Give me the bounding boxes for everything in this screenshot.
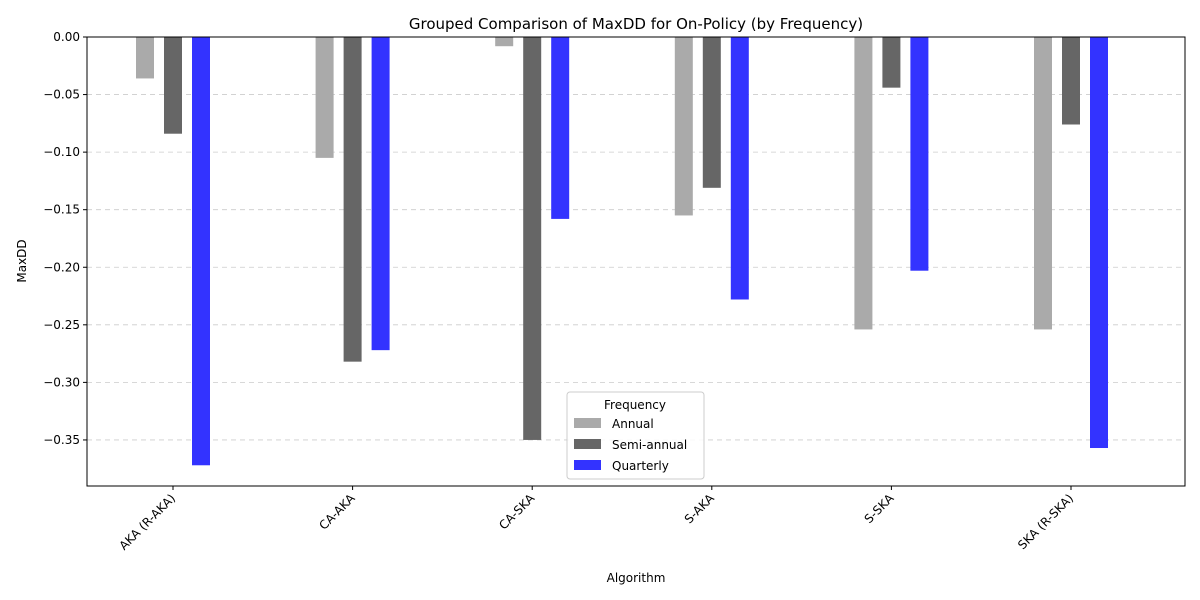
bars: [136, 37, 1108, 466]
bar-semi-annual: [523, 37, 542, 440]
x-tick-label: CA-AKA: [316, 491, 358, 533]
bar-semi-annual: [343, 37, 362, 362]
bar-annual: [1034, 37, 1052, 330]
y-tick-label: −0.10: [43, 145, 80, 159]
x-axis-label: Algorithm: [607, 571, 666, 585]
bar-annual: [674, 37, 693, 216]
legend-swatch: [574, 418, 601, 428]
x-tick-label: SKA (R-SKA): [1015, 491, 1076, 552]
bar-quarterly: [1090, 37, 1108, 449]
x-tick-label: S-SKA: [862, 491, 898, 527]
legend-swatch: [574, 460, 601, 470]
bar-quarterly: [371, 37, 390, 351]
bar-annual: [136, 37, 154, 79]
x-axis-ticks: AKA (R-AKA) CA-AKA CA-SKA S-AKA S-SKA SKA (R-…: [116, 486, 1076, 553]
y-tick-label: −0.25: [43, 318, 80, 332]
y-tick-label: −0.15: [43, 203, 80, 217]
y-axis-label: MaxDD: [15, 239, 29, 282]
bar-quarterly: [551, 37, 570, 219]
bar-semi-annual: [1062, 37, 1080, 125]
legend-entry: Quarterly: [612, 459, 669, 473]
y-axis-ticks: 0.00 −0.05 −0.10 −0.15 −0.20 −0.25 −0.30 −0.35: [43, 30, 87, 447]
plot-frame: [86, 36, 1186, 487]
legend-title: Frequency: [604, 398, 666, 412]
legend-entry: Semi-annual: [612, 438, 687, 452]
bar-semi-annual: [702, 37, 721, 188]
legend-entry: Annual: [612, 417, 654, 431]
x-tick-label: S-AKA: [682, 491, 718, 527]
bar-quarterly: [730, 37, 749, 300]
x-tick-label: CA-SKA: [496, 491, 538, 533]
y-tick-label: −0.35: [43, 433, 80, 447]
bar-annual: [495, 37, 514, 47]
bar-semi-annual: [164, 37, 182, 134]
bar-quarterly: [910, 37, 929, 271]
legend-box: [566, 391, 705, 480]
chart-title: Grouped Comparison of MaxDD for On-Polic…: [409, 15, 863, 33]
bar-quarterly: [192, 37, 210, 466]
y-tick-label: 0.00: [53, 30, 80, 44]
y-tick-label: −0.05: [43, 88, 80, 102]
bar-annual: [854, 37, 873, 330]
legend: Frequency Annual Semi-annual Quarterly: [566, 391, 705, 480]
bar-annual: [315, 37, 334, 158]
legend-swatch: [574, 439, 601, 449]
grid-lines: [87, 36, 1185, 441]
bar-semi-annual: [882, 37, 901, 88]
y-tick-label: −0.20: [43, 260, 80, 274]
x-tick-label: AKA (R-AKA): [116, 491, 178, 553]
y-tick-label: −0.30: [43, 375, 80, 389]
